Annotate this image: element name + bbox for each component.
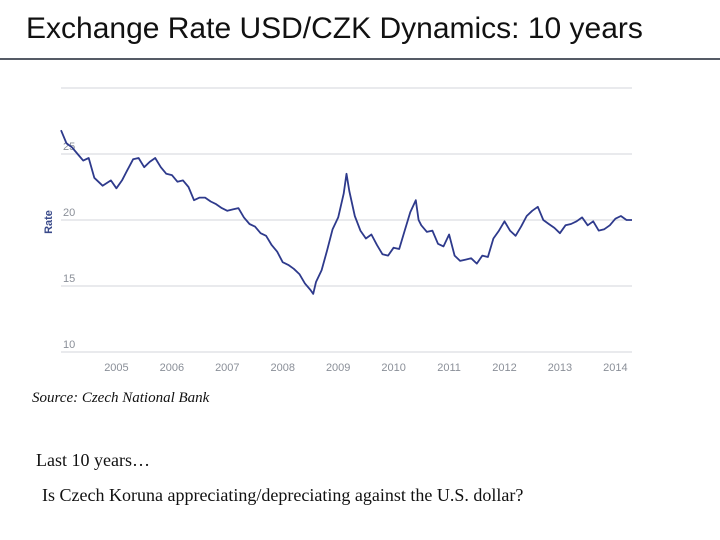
x-tick-label-2009: 2009 xyxy=(326,362,350,374)
x-tick-label-2005: 2005 xyxy=(104,362,128,374)
y-tick-labels: 10 15 20 25 xyxy=(63,141,75,351)
x-tick-label-2012: 2012 xyxy=(492,362,516,374)
title-divider xyxy=(0,58,720,60)
x-tick-label-2010: 2010 xyxy=(381,362,405,374)
y-axis-title: Rate xyxy=(43,210,55,234)
exchange-rate-chart: 10 15 20 25 2005 2006 2007 2008 2009 2010 2011 201… xyxy=(43,87,632,374)
body-text-line-1: Last 10 years… xyxy=(36,450,150,470)
x-tick-label-2008: 2008 xyxy=(271,362,295,374)
grid-layer xyxy=(61,87,632,353)
x-tick-label-2006: 2006 xyxy=(160,362,184,374)
x-tick-label-2014: 2014 xyxy=(603,362,627,374)
series-line-0 xyxy=(60,129,632,295)
x-tick-label-2011: 2011 xyxy=(437,362,461,374)
series-layer xyxy=(60,129,632,295)
y-tick-label-25: 25 xyxy=(63,141,75,153)
x-tick-labels: 2005 2006 2007 2008 2009 2010 2011 2012 2013 2014 xyxy=(104,362,627,374)
y-tick-label-10: 10 xyxy=(63,339,75,351)
slide-title: Exchange Rate USD/CZK Dynamics: 10 years xyxy=(26,12,643,45)
source-note: Source: Czech National Bank xyxy=(32,390,210,406)
x-tick-label-2013: 2013 xyxy=(548,362,572,374)
x-tick-label-2007: 2007 xyxy=(215,362,239,374)
body-text-line-2: Is Czech Koruna appreciating/depreciatin… xyxy=(42,485,524,505)
y-tick-label-20: 20 xyxy=(63,207,75,219)
y-tick-label-15: 15 xyxy=(63,273,75,285)
